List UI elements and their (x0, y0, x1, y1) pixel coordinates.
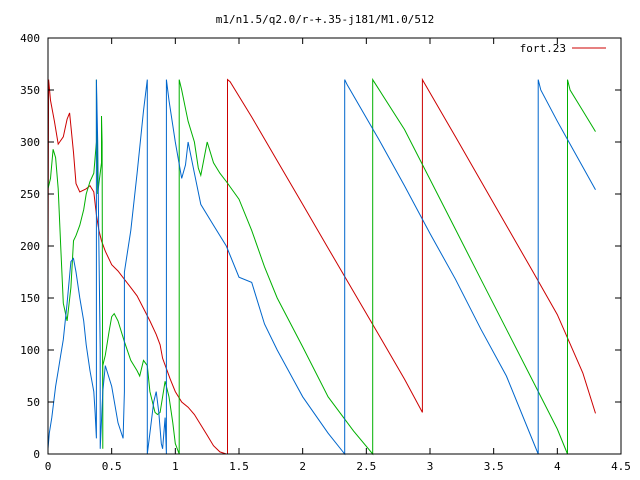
x-tick-label: 1 (172, 460, 179, 473)
x-tick-label: 2.5 (356, 460, 376, 473)
y-tick-label: 0 (33, 448, 40, 461)
x-tick-label: 3 (427, 460, 434, 473)
y-tick-label: 100 (20, 344, 40, 357)
y-tick-label: 400 (20, 32, 40, 45)
y-tick-label: 150 (20, 292, 40, 305)
x-tick-label: 1.5 (229, 460, 249, 473)
series-line-2 (47, 79, 596, 456)
series-line-0 (47, 77, 596, 455)
plot-lines (47, 77, 596, 456)
y-tick-label: 200 (20, 240, 40, 253)
x-tick-label: 2 (299, 460, 306, 473)
y-tick-label: 300 (20, 136, 40, 149)
x-tick-label: 4.5 (611, 460, 631, 473)
x-tick-label: 0.5 (102, 460, 122, 473)
y-tick-label: 350 (20, 84, 40, 97)
y-tick-label: 50 (27, 396, 40, 409)
chart-title: m1/n1.5/q2.0/r-+.35-j181/M1.0/512 (216, 13, 435, 26)
legend: fort.23 (520, 42, 606, 55)
x-axis: 0 0.5 1 1.5 2 2.5 3 3.5 4 4.5 (45, 38, 631, 473)
x-tick-label: 3.5 (484, 460, 504, 473)
y-tick-label: 250 (20, 188, 40, 201)
x-tick-label: 4 (554, 460, 561, 473)
x-tick-label: 0 (45, 460, 52, 473)
y-axis: 0 50 100 150 200 250 300 350 400 (20, 32, 621, 461)
legend-label: fort.23 (520, 42, 566, 55)
